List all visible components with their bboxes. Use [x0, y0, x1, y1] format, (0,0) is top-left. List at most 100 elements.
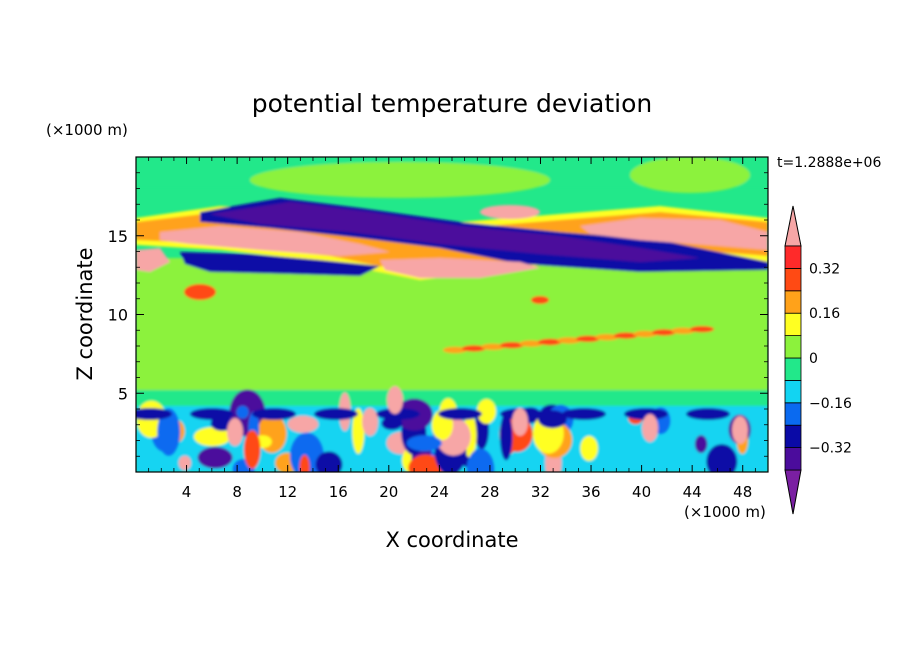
field-cell-52	[243, 430, 261, 469]
field-wave-8	[595, 334, 619, 341]
field-cell-37	[178, 455, 191, 471]
heatmap-field	[136, 157, 768, 472]
y-unit-label: (×1000 m)	[46, 121, 128, 139]
x-tick-label-6: 28	[480, 483, 499, 501]
field-cell-18	[289, 432, 324, 472]
field-pink-edge-left	[136, 248, 170, 272]
field-blue-band-left	[180, 252, 380, 276]
field-wave-9	[614, 332, 638, 339]
field-cell-44	[466, 448, 495, 472]
colorbar-tick-label-3: −0.16	[809, 396, 852, 412]
field-wave-0	[443, 346, 467, 354]
field-pink-plume-4	[642, 414, 658, 442]
field-dark-ridge-0	[136, 408, 172, 420]
field-cell-53	[315, 451, 343, 472]
colorbar-tick-label-4: −0.32	[809, 441, 852, 457]
colorbar-swatch-2	[784, 402, 802, 426]
field-cell-36	[580, 435, 598, 461]
colorbar-swatch-4	[784, 357, 802, 381]
field-pink-patch-top	[480, 205, 540, 219]
field-wave-3	[500, 342, 524, 349]
field-wave-2	[481, 343, 505, 350]
field-cell-22	[299, 454, 310, 472]
field-wave-13	[690, 326, 714, 333]
field-cell-17	[287, 415, 319, 433]
field-dark-ridge-9	[686, 408, 730, 420]
field-cell-59	[381, 416, 403, 430]
colorbar-tick-label-1: 0.16	[809, 306, 840, 322]
field-dark-ridge-5	[438, 408, 482, 420]
y-axis: 5 10 15	[108, 172, 768, 457]
field-wave-4	[519, 340, 543, 347]
field-pink-plume-1	[387, 386, 403, 414]
x-axis: 4 8 12 16 20 24 28 32 36 40 44 48	[148, 157, 756, 501]
field-cell-10	[352, 408, 365, 454]
chart-title: potential temperature deviation	[252, 89, 652, 118]
field-blob-top	[250, 162, 550, 198]
field-wave-6	[557, 337, 581, 344]
colorbar-swatch-9	[784, 245, 802, 269]
colorbar-swatch-3	[784, 379, 802, 404]
time-label: t=1.2888e+06	[777, 155, 881, 171]
x-tick-label-5: 24	[430, 483, 449, 501]
field-cell-28	[236, 405, 249, 419]
field-band-mid	[136, 258, 768, 393]
field-cell-25	[197, 446, 233, 469]
field-cell-49	[537, 410, 567, 429]
x-tick-label-0: 4	[182, 483, 192, 501]
y-tick-label-2: 15	[108, 227, 128, 246]
field-red-patch	[184, 284, 216, 300]
field-cell-19	[706, 444, 738, 472]
colorbar-extend-high	[784, 205, 802, 247]
field-layers	[136, 157, 768, 472]
field-cell-48	[157, 408, 181, 456]
field-dark-ridge-2	[252, 408, 296, 420]
x-tick-label-9: 40	[632, 483, 651, 501]
field-cell-55	[694, 435, 708, 453]
field-red-speck	[531, 296, 549, 304]
y-tick-label-0: 5	[118, 384, 128, 403]
colorbar: 0.32 0.16 0 −0.16 −0.32	[784, 205, 852, 515]
field-wave-12	[671, 327, 695, 334]
field-dark-ridge-7	[562, 408, 606, 420]
field-pink-plume-5	[227, 418, 243, 446]
colorbar-tick-label-2: 0	[809, 351, 818, 367]
field-pink-band-right	[580, 218, 768, 250]
field-dark-ridge-3	[314, 408, 358, 420]
x-tick-label-7: 32	[531, 483, 550, 501]
colorbar-swatch-0	[784, 447, 802, 471]
field-pink-band-mid	[380, 258, 540, 278]
x-tick-label-8: 36	[581, 483, 600, 501]
colorbar-swatch-7	[784, 290, 802, 314]
field-dark-ridge-4	[376, 408, 420, 420]
colorbar-swatch-5	[784, 335, 802, 359]
colorbar-tick-label-0: 0.32	[809, 261, 840, 277]
x-tick-label-1: 8	[232, 483, 242, 501]
x-tick-label-2: 12	[278, 483, 297, 501]
field-wave-7	[576, 335, 600, 342]
colorbar-swatch-1	[784, 424, 802, 449]
field-cell-20	[477, 399, 496, 424]
x-tick-label-11: 48	[733, 483, 752, 501]
field-dark-ridge-8	[624, 408, 668, 420]
field-pink-plume-2	[512, 408, 528, 436]
field-blob-top-right	[630, 157, 750, 193]
x-tick-label-10: 44	[683, 483, 702, 501]
field-cell-23	[499, 412, 513, 461]
field-wave-5	[538, 338, 562, 346]
x-axis-label: X coordinate	[385, 528, 518, 552]
field-wave-11	[652, 329, 676, 336]
x-tick-label-4: 20	[379, 483, 398, 501]
field-dark-ridge-1	[190, 408, 234, 420]
colorbar-swatch-6	[784, 312, 802, 337]
field-pink-band-left	[160, 226, 390, 256]
field-pink-plume-0	[362, 408, 378, 436]
field-cell-6	[193, 427, 231, 447]
x-unit-label: (×1000 m)	[684, 503, 766, 521]
field-cell-58	[406, 435, 442, 452]
field-wave-10	[633, 330, 657, 338]
field-cell-42	[408, 454, 444, 472]
colorbar-extend-low	[784, 469, 802, 515]
x-tick-label-3: 16	[329, 483, 348, 501]
